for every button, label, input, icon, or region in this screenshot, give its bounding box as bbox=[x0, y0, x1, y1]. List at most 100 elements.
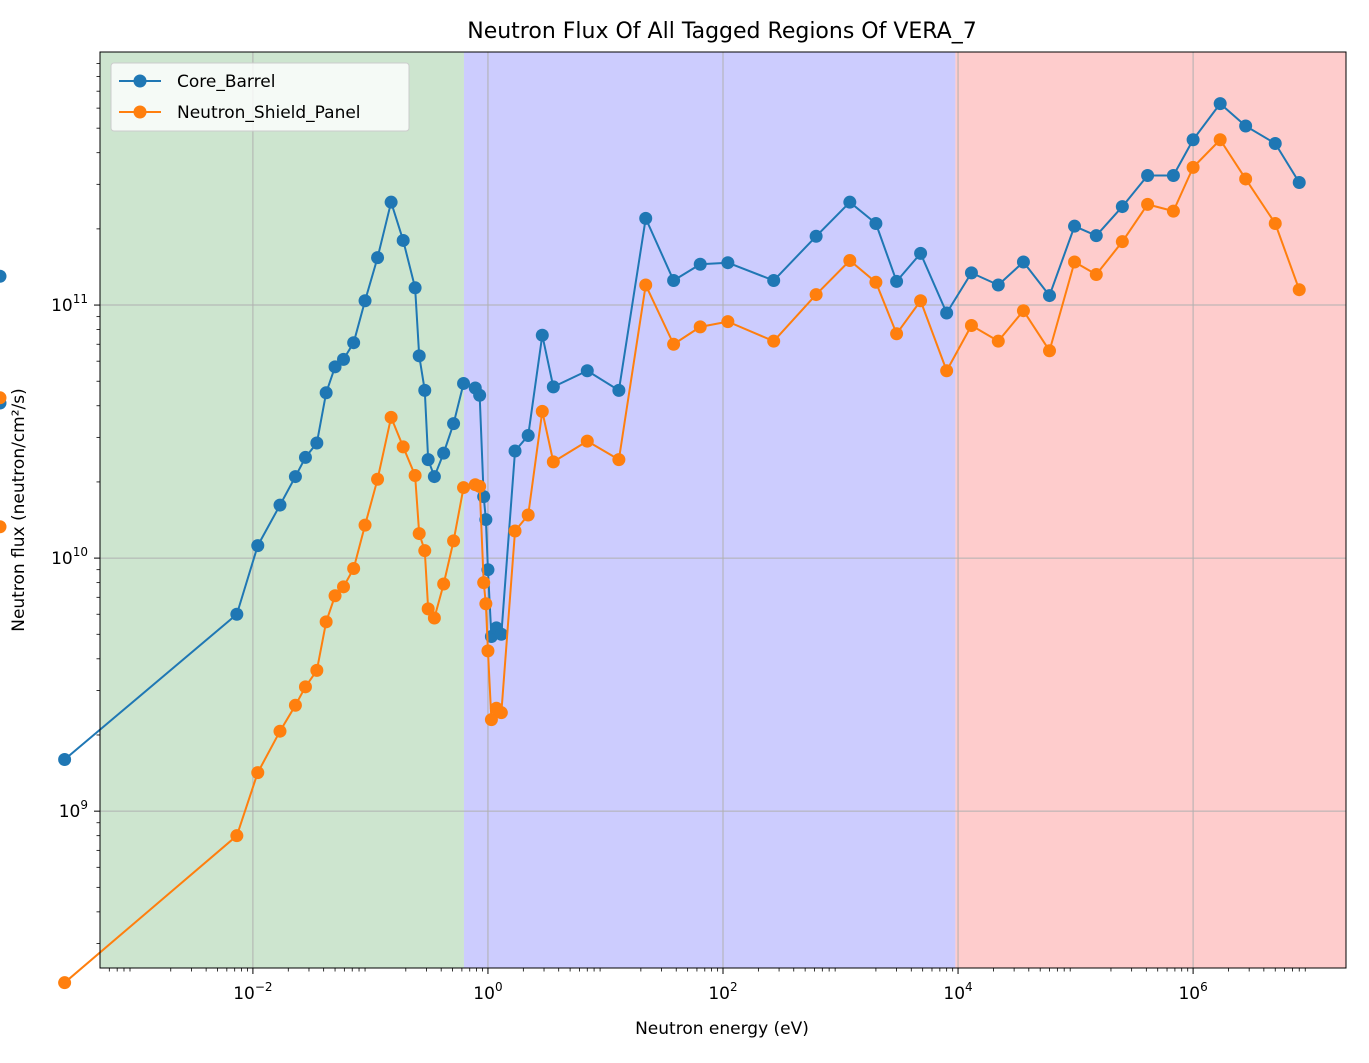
y-tick-label: 1011 bbox=[51, 292, 88, 316]
data-point-neutron-shield-panel bbox=[1166, 204, 1180, 218]
data-point-core-barrel bbox=[1016, 255, 1030, 269]
data-point-core-barrel bbox=[639, 211, 653, 225]
data-point-core-barrel bbox=[1268, 136, 1282, 150]
data-point-neutron-shield-panel bbox=[358, 518, 372, 532]
y-tick-label: 1010 bbox=[51, 545, 88, 569]
legend-label-core-barrel: Core_Barrel bbox=[177, 72, 275, 92]
data-point-core-barrel bbox=[667, 274, 681, 288]
data-point-neutron-shield-panel bbox=[1089, 268, 1103, 282]
data-point-neutron-shield-panel bbox=[457, 481, 471, 495]
data-point-neutron-shield-panel bbox=[484, 713, 498, 727]
data-point-neutron-shield-panel bbox=[1239, 172, 1253, 186]
data-point-neutron-shield-panel bbox=[479, 597, 493, 611]
data-point-core-barrel bbox=[1115, 200, 1129, 214]
data-point-neutron-shield-panel bbox=[0, 391, 7, 405]
data-point-core-barrel bbox=[546, 380, 560, 394]
legend-box bbox=[110, 62, 410, 132]
x-tick-label: 102 bbox=[708, 980, 737, 1004]
data-point-core-barrel bbox=[337, 352, 350, 366]
data-point-neutron-shield-panel bbox=[408, 469, 422, 483]
data-point-core-barrel bbox=[421, 453, 435, 467]
data-point-core-barrel bbox=[58, 753, 72, 767]
data-point-neutron-shield-panel bbox=[477, 576, 491, 590]
x-axis-label: Neutron energy (eV) bbox=[635, 1019, 809, 1039]
y-tick-label: 109 bbox=[59, 798, 88, 822]
data-point-neutron-shield-panel bbox=[58, 976, 72, 990]
data-point-neutron-shield-panel bbox=[298, 680, 312, 694]
data-point-neutron-shield-panel bbox=[418, 544, 432, 558]
data-point-neutron-shield-panel bbox=[447, 534, 461, 548]
x-tick-label: 106 bbox=[1178, 980, 1207, 1004]
band-2 bbox=[955, 52, 1346, 968]
data-point-core-barrel bbox=[508, 444, 522, 458]
series-neutron-shield-panel bbox=[0, 133, 1306, 990]
x-tick-label: 10−2 bbox=[233, 980, 272, 1004]
data-point-core-barrel bbox=[230, 607, 244, 621]
data-point-core-barrel bbox=[288, 470, 302, 484]
data-point-neutron-shield-panel bbox=[1115, 235, 1129, 249]
energy-region-bands bbox=[100, 52, 1346, 968]
data-point-neutron-shield-panel bbox=[508, 524, 522, 538]
data-point-neutron-shield-panel bbox=[940, 364, 954, 378]
data-point-neutron-shield-panel bbox=[914, 294, 928, 308]
y-axis-label: Neutron flux (neutron/cm²/s) bbox=[9, 388, 29, 632]
data-point-core-barrel bbox=[991, 278, 1005, 292]
data-point-core-barrel bbox=[869, 217, 883, 231]
data-point-neutron-shield-panel bbox=[337, 580, 350, 594]
data-point-core-barrel bbox=[371, 251, 385, 265]
data-point-neutron-shield-panel bbox=[437, 577, 451, 591]
data-point-neutron-shield-panel bbox=[310, 663, 324, 677]
data-point-core-barrel bbox=[809, 229, 823, 243]
data-point-neutron-shield-panel bbox=[693, 320, 707, 334]
data-point-neutron-shield-panel bbox=[0, 520, 7, 534]
data-point-core-barrel bbox=[914, 246, 928, 260]
data-point-neutron-shield-panel bbox=[251, 766, 265, 780]
x-tick-label: 100 bbox=[473, 980, 502, 1004]
x-axis-ticks: 10−2 100 102 104 106 bbox=[108, 968, 1306, 1004]
data-point-neutron-shield-panel bbox=[1043, 344, 1056, 358]
data-point-neutron-shield-panel bbox=[869, 275, 883, 289]
data-point-core-barrel bbox=[384, 195, 398, 209]
data-point-core-barrel bbox=[412, 349, 426, 363]
data-point-neutron-shield-panel bbox=[535, 404, 549, 418]
data-point-neutron-shield-panel bbox=[1068, 255, 1082, 269]
data-point-core-barrel bbox=[319, 386, 333, 400]
data-point-core-barrel bbox=[843, 195, 857, 209]
data-point-core-barrel bbox=[940, 306, 954, 320]
data-point-core-barrel bbox=[251, 539, 265, 553]
data-point-core-barrel bbox=[0, 269, 7, 283]
data-point-core-barrel bbox=[1213, 97, 1227, 111]
data-point-core-barrel bbox=[1089, 229, 1103, 243]
legend-marker-core-barrel bbox=[133, 74, 147, 88]
data-point-neutron-shield-panel bbox=[328, 589, 342, 603]
data-point-core-barrel bbox=[273, 498, 287, 512]
data-point-core-barrel bbox=[535, 328, 549, 342]
data-point-neutron-shield-panel bbox=[991, 334, 1005, 348]
legend-marker-neutron-shield-panel bbox=[133, 105, 147, 119]
data-point-core-barrel bbox=[427, 470, 441, 484]
y-axis-ticks: 109 1010 1011 bbox=[51, 63, 100, 944]
data-point-core-barrel bbox=[1068, 219, 1082, 233]
data-point-neutron-shield-panel bbox=[371, 472, 385, 486]
data-point-core-barrel bbox=[693, 257, 707, 271]
data-point-core-barrel bbox=[521, 429, 535, 443]
data-point-core-barrel bbox=[580, 364, 594, 378]
data-point-core-barrel bbox=[890, 274, 904, 288]
data-point-core-barrel bbox=[347, 336, 361, 350]
data-point-neutron-shield-panel bbox=[396, 440, 410, 454]
data-point-core-barrel bbox=[721, 256, 735, 270]
data-point-core-barrel bbox=[494, 627, 508, 641]
data-point-neutron-shield-panel bbox=[721, 315, 735, 329]
data-point-neutron-shield-panel bbox=[347, 561, 361, 575]
data-point-neutron-shield-panel bbox=[230, 829, 244, 843]
data-point-neutron-shield-panel bbox=[481, 644, 495, 658]
data-point-core-barrel bbox=[1186, 133, 1200, 147]
data-point-neutron-shield-panel bbox=[767, 334, 781, 348]
data-point-neutron-shield-panel bbox=[288, 698, 302, 712]
data-point-neutron-shield-panel bbox=[1213, 133, 1227, 147]
data-point-core-barrel bbox=[1239, 119, 1253, 133]
chart-title: Neutron Flux Of All Tagged Regions Of VE… bbox=[467, 19, 976, 44]
data-point-neutron-shield-panel bbox=[964, 319, 978, 333]
data-point-neutron-shield-panel bbox=[421, 602, 435, 616]
data-point-core-barrel bbox=[1166, 169, 1180, 183]
